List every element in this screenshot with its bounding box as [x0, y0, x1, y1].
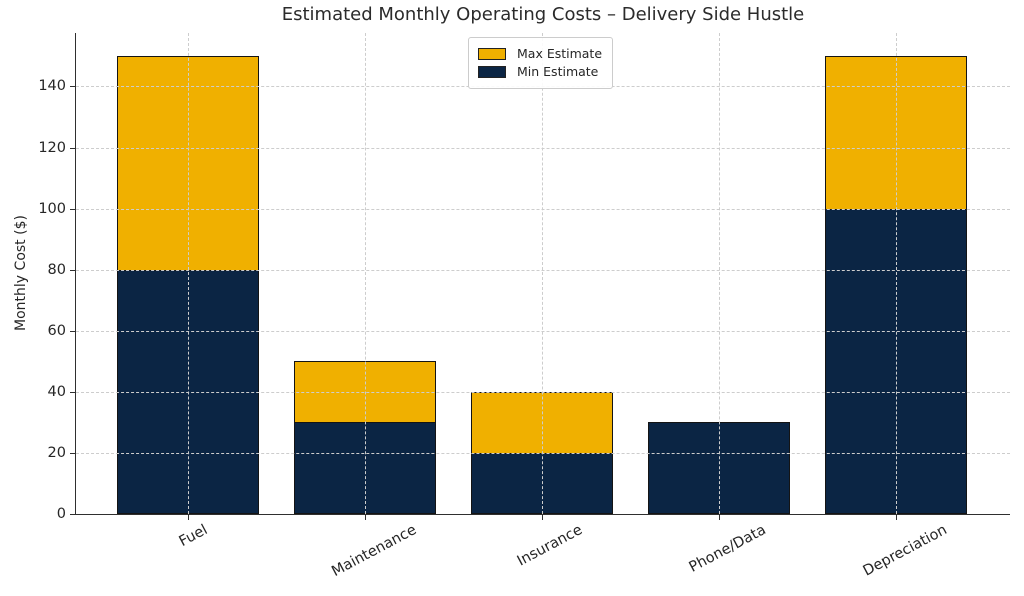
- y-tick-label: 60: [47, 322, 66, 339]
- y-tick-mark: [70, 208, 75, 210]
- chart-title: Estimated Monthly Operating Costs – Deli…: [281, 4, 805, 25]
- v-gridline: [542, 33, 543, 514]
- y-tick-label: 100: [38, 200, 66, 217]
- y-tick-mark: [70, 86, 75, 88]
- y-tick-mark: [70, 330, 75, 332]
- x-tick-label-insurance: Insurance: [514, 522, 586, 570]
- y-tick-mark: [70, 269, 75, 271]
- y-axis-spine: [75, 33, 76, 514]
- y-tick-label: 20: [47, 444, 66, 461]
- y-tick-mark: [70, 391, 75, 393]
- h-gridline: [76, 269, 1010, 271]
- y-tick-label: 0: [56, 506, 66, 522]
- x-tick-label-maintenance: Maintenance: [329, 522, 420, 580]
- legend-item: Max Estimate: [478, 46, 602, 61]
- legend-label: Min Estimate: [517, 64, 599, 79]
- x-axis-spine: [75, 514, 1010, 515]
- v-gridline: [719, 33, 720, 514]
- x-tick-label-depreciation: Depreciation: [860, 522, 950, 580]
- x-tick-mark: [188, 515, 189, 520]
- legend: Max Estimate Min Estimate: [468, 37, 614, 89]
- x-tick-mark: [365, 515, 366, 520]
- x-tick-label-fuel: Fuel: [176, 522, 211, 551]
- y-tick-label: 40: [47, 383, 66, 400]
- v-gridline: [896, 33, 897, 514]
- legend-swatch-max-estimate: [478, 47, 506, 60]
- y-tick-mark: [70, 147, 75, 149]
- x-tick-label-phone-data: Phone/Data: [686, 522, 769, 576]
- y-tick-label: 80: [47, 261, 66, 278]
- y-tick-label: 120: [38, 139, 66, 156]
- legend-swatch-min-estimate: [478, 65, 506, 78]
- h-gridline: [76, 208, 1010, 210]
- h-gridline: [76, 391, 1010, 393]
- plot-area: 0 20 40 60 80 100 120 140 Fuel Maintenance Insuran…: [38, 33, 1010, 580]
- x-tick-mark: [896, 515, 897, 520]
- h-gridline: [76, 452, 1010, 454]
- legend-item: Min Estimate: [478, 64, 602, 79]
- x-tick-mark: [719, 515, 720, 520]
- v-gridline: [365, 33, 366, 514]
- x-tick-mark: [542, 515, 543, 520]
- legend-label: Max Estimate: [517, 46, 603, 61]
- v-gridline: [188, 33, 189, 514]
- h-gridline: [76, 147, 1010, 149]
- y-tick-mark: [70, 514, 75, 515]
- y-tick-label: 140: [38, 78, 66, 95]
- h-gridline: [76, 330, 1010, 332]
- y-tick-mark: [70, 452, 75, 454]
